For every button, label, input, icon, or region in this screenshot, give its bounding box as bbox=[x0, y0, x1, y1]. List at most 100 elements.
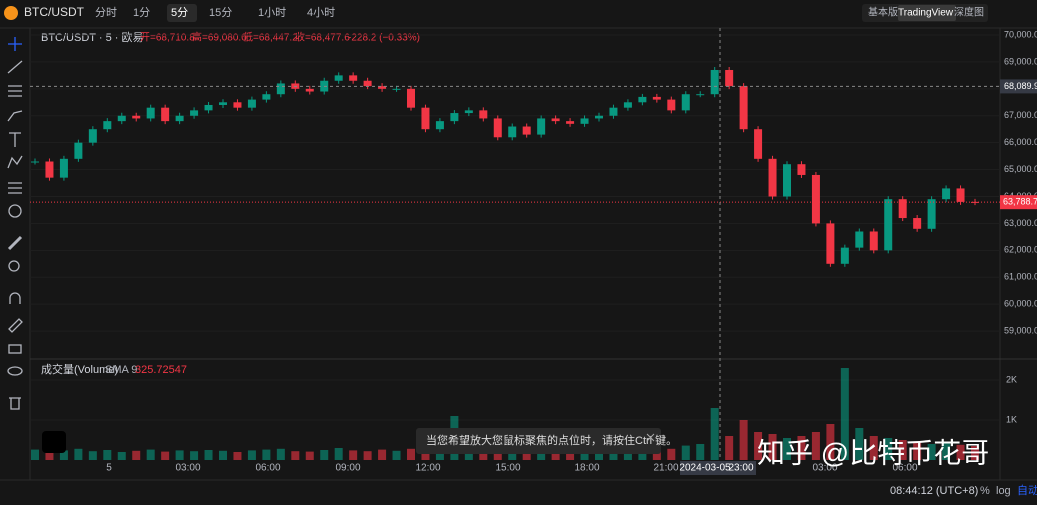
volume-bar bbox=[580, 449, 589, 460]
auto-toggle[interactable]: 自动 bbox=[1017, 484, 1037, 497]
price-tick-label: 59,000.0 bbox=[1004, 325, 1037, 335]
ruler-tool[interactable] bbox=[7, 235, 23, 251]
price-tick-label: 60,000.0 bbox=[1004, 299, 1037, 309]
legend-low: 低=68,447.2 bbox=[243, 31, 298, 44]
candle bbox=[551, 118, 560, 122]
view-option[interactable]: 基本版 bbox=[868, 6, 898, 19]
legend-close: 收=68,477.6 bbox=[295, 31, 350, 44]
candle bbox=[609, 107, 618, 116]
volume-bar bbox=[59, 450, 68, 460]
watermark: 知乎 @比特币花哥 bbox=[757, 437, 989, 468]
interval[interactable]: 1小时 bbox=[258, 6, 286, 19]
candle bbox=[508, 126, 517, 138]
time-tick-label: 06:00 bbox=[255, 463, 280, 474]
candle bbox=[276, 83, 285, 95]
legend-high: 高=69,080.0 bbox=[192, 31, 247, 44]
volume-bar bbox=[710, 408, 719, 460]
symbol[interactable]: BTC/USDT bbox=[24, 5, 85, 19]
text-tool[interactable] bbox=[9, 132, 21, 147]
magnet-tool[interactable] bbox=[9, 292, 21, 304]
volume-bar bbox=[146, 449, 155, 460]
candle bbox=[638, 96, 647, 103]
volume-bar bbox=[378, 449, 387, 460]
volume-bar bbox=[537, 448, 546, 460]
candle bbox=[450, 113, 459, 122]
interval[interactable]: 1分 bbox=[133, 6, 150, 19]
candle bbox=[667, 99, 676, 111]
candle bbox=[479, 110, 488, 119]
volume-bar bbox=[276, 448, 285, 460]
line-tool[interactable] bbox=[7, 60, 23, 74]
volume-bar bbox=[840, 368, 849, 460]
candle bbox=[580, 118, 589, 124]
view-selected bbox=[898, 5, 956, 21]
volume-bar bbox=[262, 449, 271, 460]
interval-selected bbox=[167, 4, 197, 22]
measure-tool[interactable] bbox=[8, 182, 22, 194]
interval[interactable]: 分时 bbox=[95, 6, 117, 19]
volume-bar bbox=[956, 444, 965, 460]
interval[interactable]: 4小时 bbox=[307, 6, 335, 19]
candle bbox=[566, 121, 575, 124]
crosshair-tool[interactable] bbox=[8, 37, 22, 51]
zoom-tool[interactable] bbox=[8, 260, 20, 272]
candle bbox=[696, 94, 705, 96]
view-option[interactable]: 深度图 bbox=[954, 6, 984, 19]
candle bbox=[146, 107, 155, 119]
time-tick-label: 03:00 bbox=[812, 463, 837, 474]
clock: 08:44:12 (UTC+8) bbox=[890, 485, 978, 497]
candle bbox=[869, 231, 878, 251]
candle bbox=[725, 69, 734, 87]
interval[interactable]: 5分 bbox=[171, 6, 188, 19]
volume-bar bbox=[45, 448, 54, 460]
volume-bar bbox=[595, 448, 603, 460]
lock-draw-tool[interactable] bbox=[8, 318, 23, 333]
candle bbox=[74, 142, 83, 159]
percent-toggle[interactable]: % bbox=[980, 485, 990, 497]
fib-tool[interactable] bbox=[8, 85, 22, 97]
volume-bar bbox=[522, 450, 531, 460]
view-option[interactable]: TradingView bbox=[898, 8, 954, 19]
delete-tool[interactable] bbox=[9, 397, 21, 410]
volume-bar bbox=[305, 451, 314, 460]
volume-bar bbox=[884, 438, 893, 460]
btc-icon bbox=[4, 6, 18, 20]
time-crosshair-bg bbox=[680, 461, 756, 475]
volume-bar bbox=[783, 438, 791, 460]
price-tick-label: 63,000.0 bbox=[1004, 218, 1037, 228]
candle bbox=[493, 118, 502, 138]
volume-bar bbox=[696, 444, 705, 460]
candle bbox=[595, 115, 603, 119]
volume-bar bbox=[392, 450, 401, 460]
volume-bar bbox=[566, 450, 575, 460]
lock-tool[interactable] bbox=[8, 344, 22, 354]
pattern-tool[interactable] bbox=[7, 155, 23, 169]
toast-close[interactable] bbox=[646, 433, 655, 442]
candle bbox=[378, 86, 387, 89]
emoji-tool[interactable] bbox=[8, 204, 22, 218]
candle bbox=[754, 129, 763, 159]
log-toggle[interactable]: log bbox=[996, 485, 1011, 497]
visibility-tool[interactable] bbox=[7, 366, 23, 376]
volume-bar bbox=[291, 451, 300, 460]
candle bbox=[421, 107, 430, 130]
candle bbox=[175, 115, 184, 122]
interval[interactable]: 15分 bbox=[209, 6, 232, 19]
crosshair-label-bg bbox=[1000, 79, 1037, 94]
candle bbox=[247, 99, 256, 108]
volume-bar bbox=[667, 448, 676, 460]
candle bbox=[117, 115, 126, 122]
volume-tick-label: 1K bbox=[1006, 414, 1017, 424]
volume-bar bbox=[407, 448, 415, 460]
candle bbox=[464, 110, 473, 114]
volume-bar bbox=[913, 442, 922, 460]
volume-bar bbox=[479, 448, 488, 460]
candle bbox=[407, 88, 415, 108]
price-tick-label: 65,000.0 bbox=[1004, 164, 1037, 174]
brush-tool[interactable] bbox=[7, 110, 23, 122]
last-price-label: 63,788.7 bbox=[1003, 197, 1037, 207]
volume-bar bbox=[927, 444, 936, 460]
legend-open: 开=68,710.8 bbox=[140, 33, 195, 44]
volume-bar bbox=[768, 434, 777, 460]
